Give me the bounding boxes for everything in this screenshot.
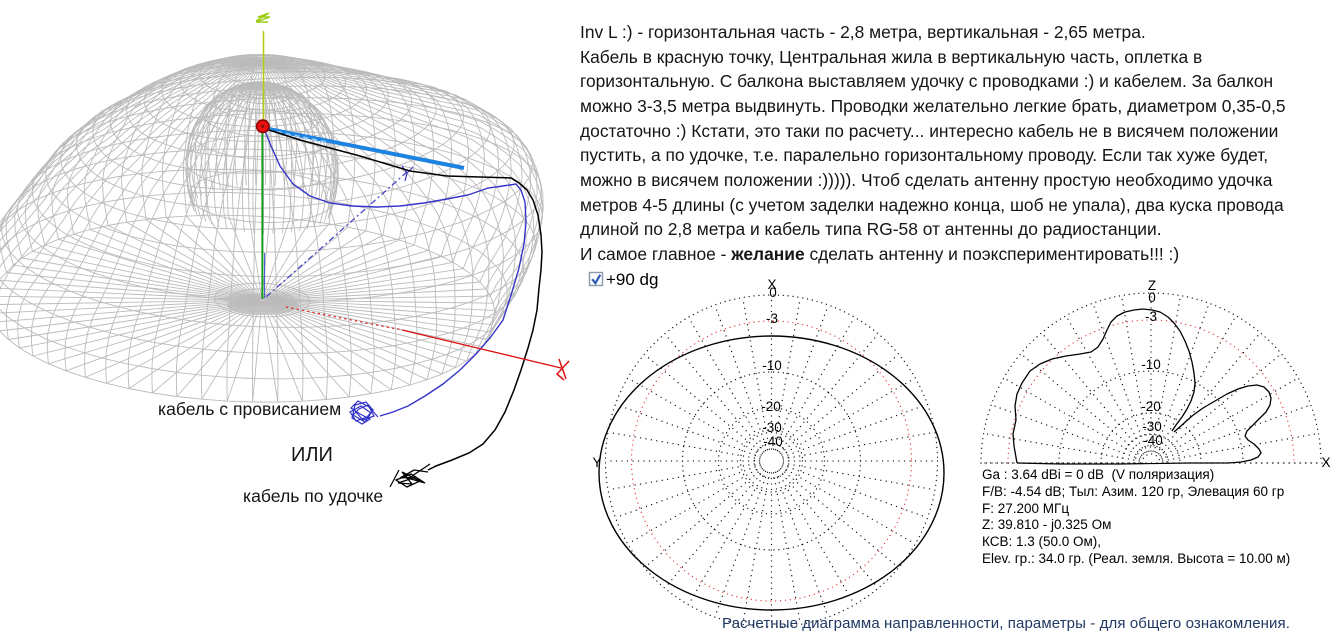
- svg-text:-10: -10: [762, 358, 782, 373]
- svg-text:0: 0: [769, 285, 777, 300]
- svg-text:-30: -30: [762, 420, 782, 435]
- svg-text:Z: Z: [1148, 278, 1156, 293]
- svg-text:X: X: [767, 277, 776, 292]
- svg-text:-20: -20: [1141, 399, 1161, 414]
- svg-text:-40: -40: [763, 434, 783, 449]
- svg-text:0: 0: [1148, 290, 1156, 305]
- svg-text:-10: -10: [1141, 357, 1161, 372]
- svg-text:Y: Y: [592, 455, 601, 470]
- svg-text:X: X: [1321, 455, 1330, 470]
- svg-text:-30: -30: [1142, 419, 1162, 434]
- svg-text:-20: -20: [761, 399, 781, 414]
- svg-text:-40: -40: [1143, 433, 1163, 448]
- svg-text:-3: -3: [766, 311, 778, 326]
- svg-text:-3: -3: [1145, 309, 1157, 324]
